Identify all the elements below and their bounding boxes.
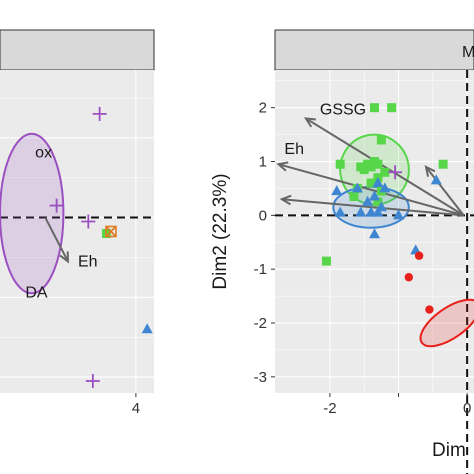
data-point-green (438, 159, 448, 169)
y-tick-label: 2 (259, 100, 267, 117)
loading-vector-head (303, 117, 316, 128)
data-point-green (335, 159, 345, 169)
loading-vector (278, 163, 464, 217)
vector-label: Eh (284, 141, 304, 158)
data-point-blue (351, 182, 363, 193)
right-panel: M GSSG Eh -2 0 -3 -2 -1 0 1 2 Dim2 (22.3%) Dim (210, 29, 474, 474)
vector-label: DA (25, 284, 48, 301)
data-point-green (321, 256, 331, 266)
facet-strip (0, 29, 155, 71)
data-point-blue (369, 190, 380, 201)
data-point-blue (379, 182, 391, 193)
x-tick-label: -2 (323, 400, 336, 417)
x-axis-title: Dim (432, 440, 466, 461)
loading-vector (305, 117, 465, 217)
data-point-orange-cross (105, 225, 117, 238)
data-point-green (370, 157, 379, 167)
data-point-blue (331, 185, 343, 196)
vector-label: ox (35, 145, 52, 162)
loading-vector (281, 198, 464, 217)
data-point-orange (105, 225, 117, 238)
y-axis-title: Dim2 (22.3%) (210, 173, 231, 289)
loading-vector-head (59, 251, 69, 264)
data-point-blue (430, 174, 442, 185)
loading-vector (44, 217, 69, 262)
data-point-green (380, 167, 390, 177)
loading-vector (425, 166, 465, 216)
data-point-green (366, 178, 376, 188)
y-tick-label: 1 (259, 154, 267, 171)
facet-strip (274, 29, 474, 71)
data-point-blue (365, 206, 377, 217)
x-tick-label: 0 (463, 400, 471, 417)
loading-vector-head (276, 161, 289, 172)
data-point-blue (362, 195, 374, 206)
data-point-blue (334, 206, 346, 217)
data-point-red (425, 305, 434, 314)
y-tick-label: -2 (254, 315, 267, 332)
data-point-blue (393, 209, 405, 220)
data-point-blue (355, 206, 367, 217)
facet-strip-label: M (462, 44, 474, 61)
confidence-ellipse-purple (0, 132, 65, 295)
data-point-green (387, 103, 397, 113)
data-point-red (404, 273, 414, 282)
vector-label: GSSG (320, 101, 366, 118)
data-point-purple (81, 214, 96, 229)
left-panel: Eh ox DA 4 (0, 29, 155, 417)
data-point-purple (388, 165, 403, 180)
data-point-green (370, 103, 379, 113)
loading-vector-head (279, 194, 292, 206)
y-tick-label: -1 (254, 261, 267, 278)
data-point-blue (369, 228, 380, 239)
data-point-green (376, 135, 386, 145)
data-point-purple (49, 198, 64, 213)
data-point-green (373, 197, 383, 207)
loading-vector-head (424, 165, 436, 177)
vector-label: Eh (78, 253, 98, 270)
data-point-green (349, 192, 359, 202)
y-tick-label: 0 (259, 207, 267, 224)
data-point-green (366, 162, 376, 172)
y-tick-label: -3 (254, 369, 267, 386)
data-point-purple (92, 106, 107, 121)
plot-panel (0, 70, 154, 393)
x-tick-label: 4 (132, 400, 140, 417)
data-point-red (414, 251, 424, 260)
data-point-orange-box (105, 225, 117, 238)
confidence-ellipse-red (419, 298, 474, 348)
data-point-blue (372, 177, 384, 188)
data-point-green (356, 162, 366, 172)
data-point-purple (85, 374, 100, 389)
data-point-blue (141, 323, 153, 334)
